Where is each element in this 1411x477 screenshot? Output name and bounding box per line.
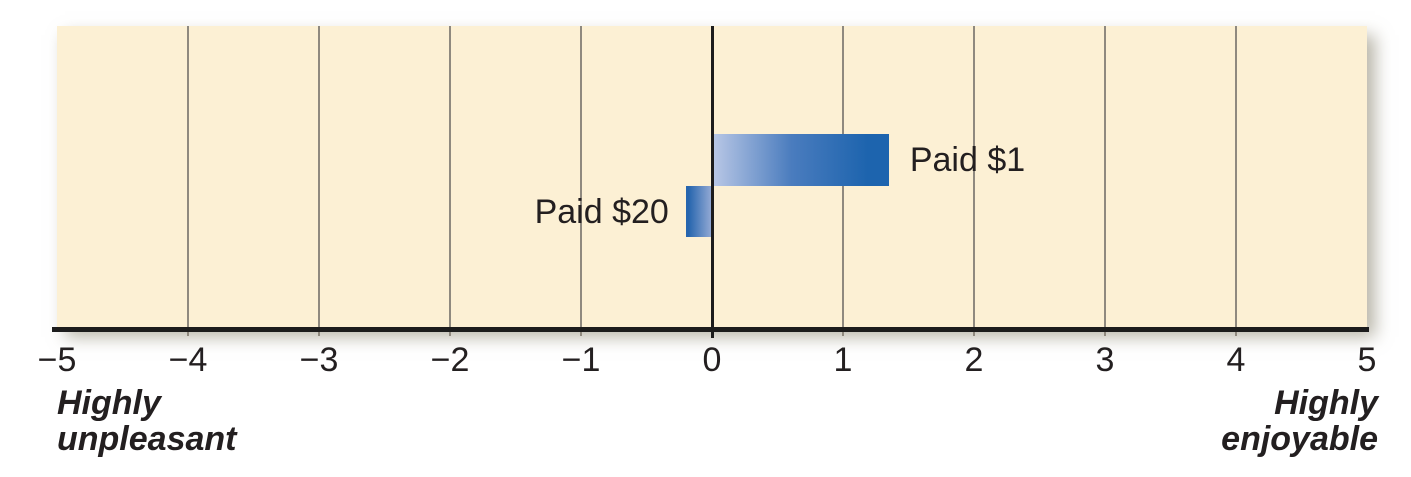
x-tick-label: 4 [1226,341,1246,379]
x-tick-label: −3 [299,341,339,379]
x-tick-label: 2 [964,341,984,379]
axis-end-label-left: Highly unpleasant [57,385,236,457]
bar-paid-20 [685,186,712,237]
x-tick-label: 5 [1357,341,1377,379]
x-tick-label: −2 [430,341,470,379]
x-tick-label: 1 [833,341,853,379]
gridline [187,26,189,336]
x-axis-line [52,327,1369,332]
gridline [449,26,451,336]
x-tick-label: 3 [1095,341,1115,379]
x-tick-label: −5 [37,341,77,379]
gridline [973,26,975,336]
gridline [580,26,582,336]
x-tick-label: −4 [168,341,208,379]
gridline [1235,26,1237,336]
axis-end-label-left-line1: Highly [57,384,161,422]
gridline [318,26,320,336]
bar-paid-1 [712,134,889,186]
gridline [1104,26,1106,336]
x-tick-label: 0 [702,341,722,379]
zero-gridline [710,26,714,338]
axis-end-label-right-line1: Highly [1274,384,1378,422]
axis-end-label-right: Highly enjoyable [1221,385,1378,457]
axis-end-label-right-line2: enjoyable [1221,420,1378,458]
bar-label-paid-1: Paid $1 [909,141,1026,179]
axis-end-label-left-line2: unpleasant [57,420,237,458]
x-tick-label: −1 [561,341,601,379]
bar-label-paid-20: Paid $20 [534,192,669,231]
